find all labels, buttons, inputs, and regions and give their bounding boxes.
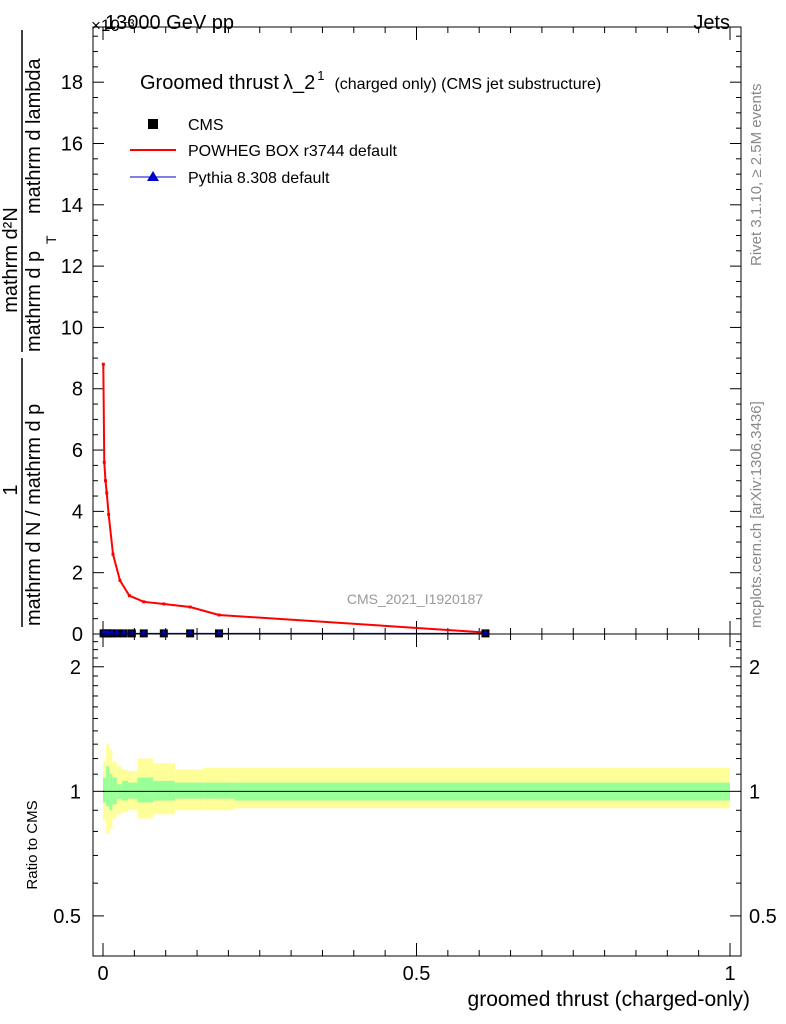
header-jets: Jets (693, 12, 730, 34)
series-powheg-point (217, 613, 221, 617)
series-powheg-point (162, 602, 166, 606)
main-ylabel: 1 mathrm d N / mathrm d p mathrm d²N mat… (0, 30, 59, 627)
ratio-stat-band (153, 780, 176, 801)
ylabel-prefix-denominator: mathrm d N / mathrm d p (23, 404, 45, 626)
ratio-stat-band (106, 766, 110, 807)
main-ytick-label: 6 (72, 440, 83, 462)
ratio-stat-band (175, 782, 204, 799)
xtick-label: 1 (724, 963, 735, 985)
main-axis-ticks: 0 2 4 6 8 10 12 14 16 18 (61, 27, 741, 646)
plot-title-superscript: 1 (317, 68, 324, 83)
ylabel-subscript: T (43, 235, 59, 244)
main-plot: 0 2 4 6 8 10 12 14 16 18 Groomed thrust λ_2 1 (charg… (61, 26, 742, 646)
ratio-ytick-label: 2 (70, 657, 81, 679)
legend-label-pythia: Pythia 8.308 default (188, 170, 330, 187)
ratio-stat-band (109, 774, 113, 811)
plot-title-main: Groomed thrust λ_2 1 (charged only) (CMS je… (140, 68, 601, 94)
series-powheg-point (107, 512, 111, 516)
main-ytick-label: 8 (72, 379, 83, 401)
series-powheg-point (105, 491, 109, 495)
xtick-label: 0.5 (403, 963, 431, 985)
ratio-axis-ticks: 0.5 0.5 1 1 2 2 0 0.5 1 (53, 634, 777, 985)
ratio-ytick-label-right: 0.5 (749, 906, 777, 928)
ratio-stat-band (203, 782, 235, 799)
main-ytick-label: 2 (72, 563, 83, 585)
plot-title: Groomed thrust λ_2 1 (charged only) (CMS je… (140, 68, 601, 94)
series-powheg-point (111, 552, 115, 556)
series-powheg-point (102, 460, 106, 464)
plot-title-text: Groomed thrust (140, 72, 279, 94)
plot-title-symbol: λ_2 (283, 72, 315, 94)
main-ytick-label: 4 (72, 501, 83, 523)
ratio-stat-band (121, 780, 129, 801)
ratio-stat-band (128, 782, 138, 799)
legend-marker-pythia (147, 171, 159, 181)
ratio-ylabel: Ratio to CMS (24, 800, 41, 889)
main-ytick-label: 12 (61, 256, 83, 278)
ratio-ytick-label-right: 1 (749, 781, 760, 803)
ratio-bands-layer (103, 744, 731, 834)
ratio-ytick-label-right: 2 (749, 657, 760, 679)
ylabel-denominator-1: mathrm d p (23, 251, 45, 352)
analysis-tag: CMS_2021_I1920187 (347, 591, 483, 607)
ratio-ytick-label: 0.5 (53, 906, 81, 928)
ratio-plot: 0.5 0.5 1 1 2 2 0 0.5 1 (53, 633, 777, 985)
xaxis-label: groomed thrust (charged-only) (468, 988, 750, 1011)
legend-label-powheg: POWHEG BOX r3744 default (188, 143, 398, 160)
series-powheg-point (127, 594, 131, 598)
xtick-label: 0 (97, 963, 108, 985)
main-ytick-label: 18 (61, 72, 83, 94)
header-scale-exponent: ×10⁻³ (91, 16, 135, 35)
ratio-stat-band (103, 777, 107, 803)
legend: CMS POWHEG BOX r3744 default Pythia 8.30… (130, 117, 398, 187)
header-energy: 13000 GeV pp (105, 12, 234, 34)
series-powheg-point (118, 578, 122, 582)
legend-label-cms: CMS (188, 117, 224, 134)
ylabel-prefix-numerator: 1 (0, 484, 22, 495)
mcplots-label: mcplots.cern.ch [arXiv:1306.3436] (748, 401, 765, 628)
main-ytick-label: 16 (61, 133, 83, 155)
main-ytick-label: 0 (72, 624, 83, 646)
ratio-ytick-label: 1 (70, 781, 81, 803)
series-powheg-point (104, 479, 108, 483)
main-ytick-label: 10 (61, 317, 83, 339)
series-powheg-point (142, 600, 146, 604)
series-powheg-point (101, 362, 105, 366)
ratio-stat-band (137, 777, 154, 803)
ylabel-numerator: mathrm d²N (0, 207, 22, 313)
plot-title-subtitle: (charged only) (CMS jet substructure) (334, 76, 601, 93)
legend-marker-cms (148, 119, 158, 129)
ylabel-denominator-2: mathrm d lambda (23, 58, 45, 214)
series-powheg-point (188, 605, 192, 609)
main-ytick-label: 14 (61, 195, 83, 217)
rivet-label: Rivet 3.1.10, ≥ 2.5M events (748, 84, 765, 267)
